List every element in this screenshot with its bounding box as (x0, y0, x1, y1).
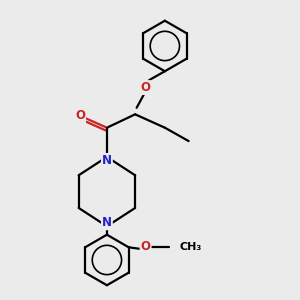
Text: CH₃: CH₃ (180, 242, 202, 252)
Text: O: O (75, 109, 85, 122)
Text: N: N (102, 216, 112, 229)
Text: N: N (102, 154, 112, 167)
Text: O: O (140, 81, 151, 94)
Text: O: O (140, 240, 151, 253)
